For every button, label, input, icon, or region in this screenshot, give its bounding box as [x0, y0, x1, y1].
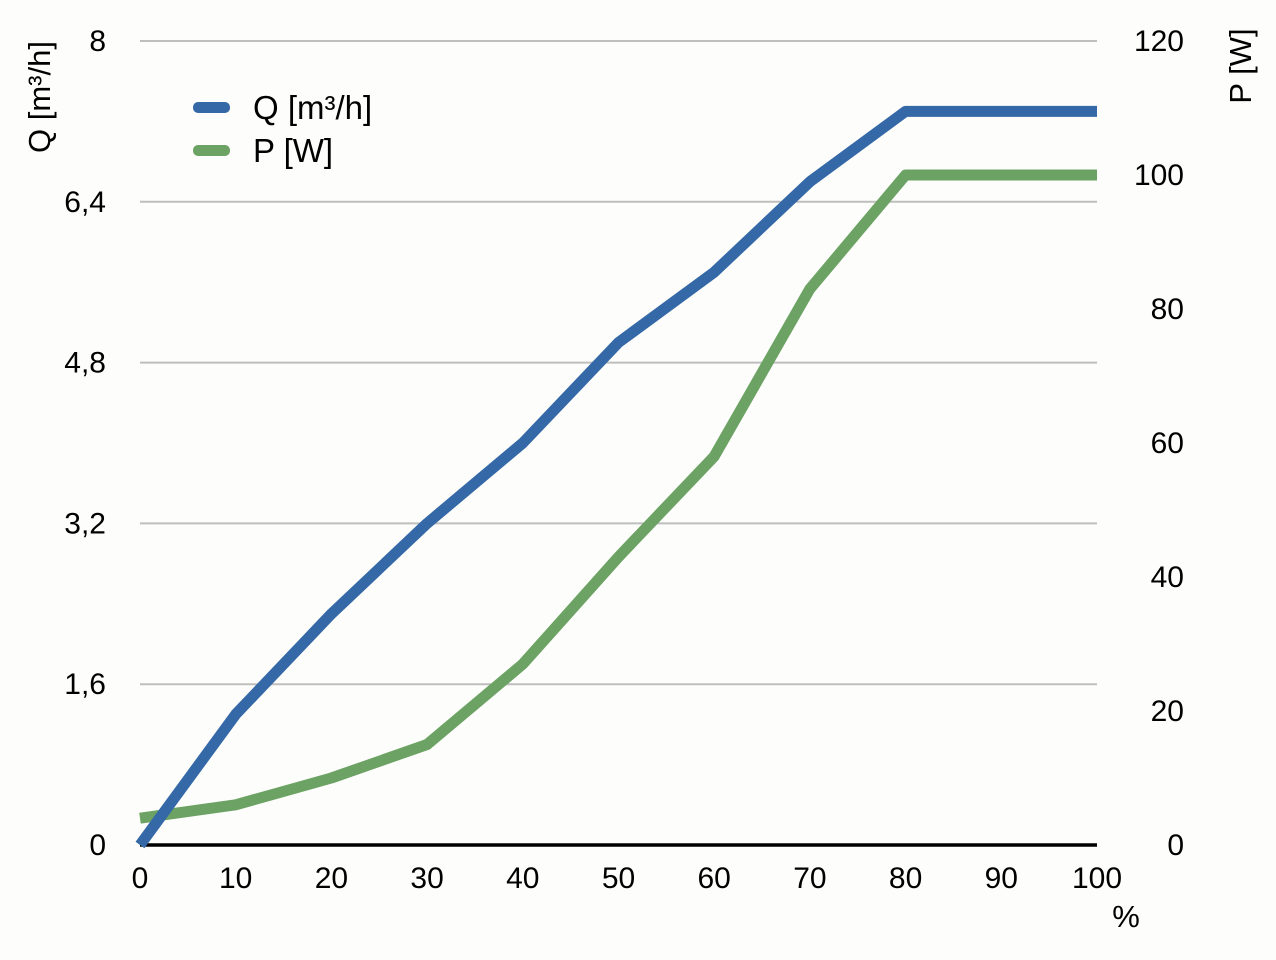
left-axis-tick-label: 4,8 [64, 347, 106, 380]
left-axis-tick-label: 8 [89, 25, 106, 58]
x-axis-tick-label: 80 [889, 862, 922, 895]
q-series-line [135, 105, 1097, 849]
x-axis-tick-label: 90 [985, 862, 1018, 895]
legend-swatch-q-icon [193, 102, 230, 113]
left-axis-tick-label: 6,4 [64, 186, 106, 219]
legend-swatch-p-icon [193, 145, 230, 156]
right-axis-tick-label: 80 [1151, 293, 1184, 326]
x-axis-tick-label: 10 [219, 862, 252, 895]
x-axis-tick-label: 20 [315, 862, 348, 895]
left-axis-tick-label: 1,6 [64, 668, 106, 701]
left-axis-tick-label: 3,2 [64, 507, 106, 540]
p-series-line [139, 169, 1097, 824]
legend-label-q: Q [m³/h] [253, 88, 373, 126]
right-axis-tick-label: 20 [1151, 695, 1184, 728]
x-axis-unit-label: % [1112, 899, 1140, 934]
x-axis-tick-label: 40 [506, 862, 539, 895]
legend-item-q: Q [m³/h] [193, 86, 372, 129]
legend-item-p: P [W] [193, 129, 372, 172]
legend: Q [m³/h] P [W] [193, 86, 372, 172]
right-axis-tick-label: 40 [1151, 561, 1184, 594]
right-axis-title: P [W] [1223, 28, 1258, 104]
x-axis-tick-label: 30 [410, 862, 443, 895]
x-axis-tick-label: 100 [1072, 862, 1122, 895]
x-axis-tick-label: 50 [602, 862, 635, 895]
right-axis-tick-label: 120 [1134, 25, 1184, 58]
left-axis-tick-label: 0 [89, 829, 106, 862]
x-axis-tick-label: 70 [793, 862, 826, 895]
right-axis-tick-label: 0 [1167, 829, 1184, 862]
right-axis-tick-label: 60 [1151, 427, 1184, 460]
left-axis-title: Q [m³/h] [22, 41, 57, 153]
x-axis-tick-label: 60 [698, 862, 731, 895]
legend-label-p: P [W] [253, 131, 334, 169]
x-axis-tick-label: 0 [132, 862, 149, 895]
right-axis-tick-label: 100 [1134, 159, 1184, 192]
